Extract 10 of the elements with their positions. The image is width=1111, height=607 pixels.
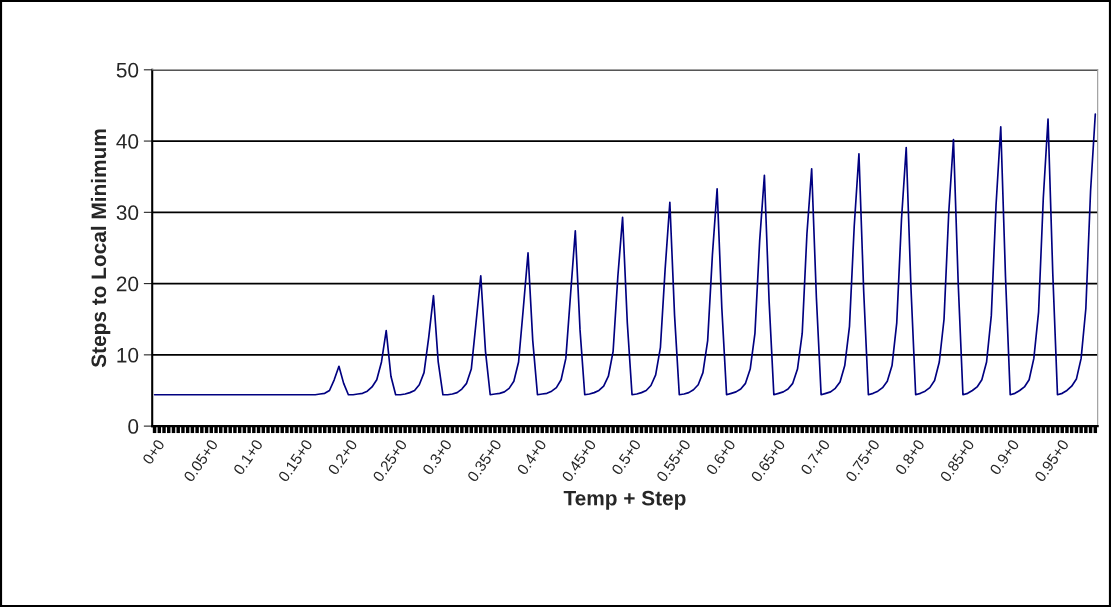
y-tick-label: 0 <box>128 419 139 434</box>
x-tick-label: 0+0 <box>141 438 166 466</box>
y-tick-label: 30 <box>116 205 139 221</box>
y-tick-label: 20 <box>116 276 139 292</box>
line-series <box>153 113 1097 396</box>
y-axis-title: Steps to Local Minimum <box>90 129 111 368</box>
x-axis-title: Temp + Step <box>563 490 686 510</box>
y-tick-label: 40 <box>116 134 139 149</box>
y-tick-label: 10 <box>117 347 139 363</box>
y-tick-label: 50 <box>116 62 139 78</box>
